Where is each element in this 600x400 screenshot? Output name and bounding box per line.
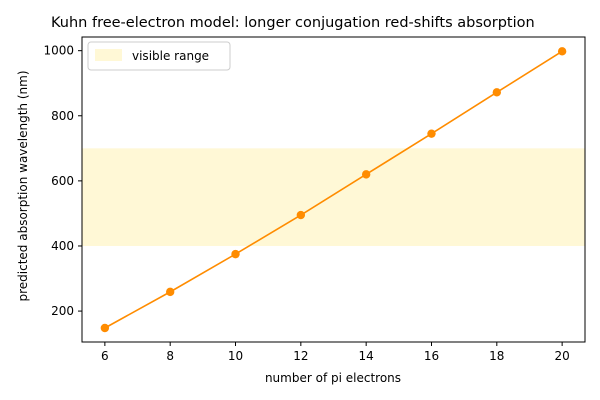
plot-frame <box>81 36 586 343</box>
axes-ticks: 6 8 10 12 14 16 18 20 200 400 600 800 1000 <box>43 44 569 363</box>
legend-swatch <box>95 49 122 61</box>
x-tick-label: 20 <box>554 349 569 363</box>
y-axis-label: predicted absorption wavelength (nm) <box>16 70 30 301</box>
legend: visible range <box>87 41 231 71</box>
y-tick-label: 200 <box>51 304 74 318</box>
data-point <box>361 170 371 179</box>
data-point <box>296 210 306 220</box>
data-point <box>231 249 240 259</box>
x-tick-label: 6 <box>101 349 109 363</box>
plot-area <box>82 148 585 246</box>
chart-title: Kuhn free-electron model: longer conjuga… <box>51 15 535 31</box>
y-tick-label: 400 <box>51 239 74 253</box>
x-tick-label: 16 <box>424 349 439 363</box>
data-point <box>557 47 567 56</box>
data-point <box>492 88 502 97</box>
x-tick-label: 14 <box>359 349 374 363</box>
series-layer <box>100 47 567 333</box>
data-point <box>165 287 175 297</box>
series-line <box>104 50 563 329</box>
x-tick-label: 8 <box>166 349 174 363</box>
visible-range-band <box>82 148 585 246</box>
legend-label: visible range <box>132 49 209 63</box>
data-point <box>100 323 110 333</box>
legend-box <box>87 41 231 71</box>
y-tick-label: 600 <box>51 174 74 188</box>
y-tick-label: 1000 <box>43 44 74 58</box>
x-tick-label: 10 <box>228 349 243 363</box>
y-tick-label: 800 <box>51 109 74 123</box>
x-tick-label: 12 <box>293 349 308 363</box>
x-axis-label: number of pi electrons <box>265 371 401 385</box>
x-tick-label: 18 <box>489 349 504 363</box>
data-point <box>427 129 436 138</box>
